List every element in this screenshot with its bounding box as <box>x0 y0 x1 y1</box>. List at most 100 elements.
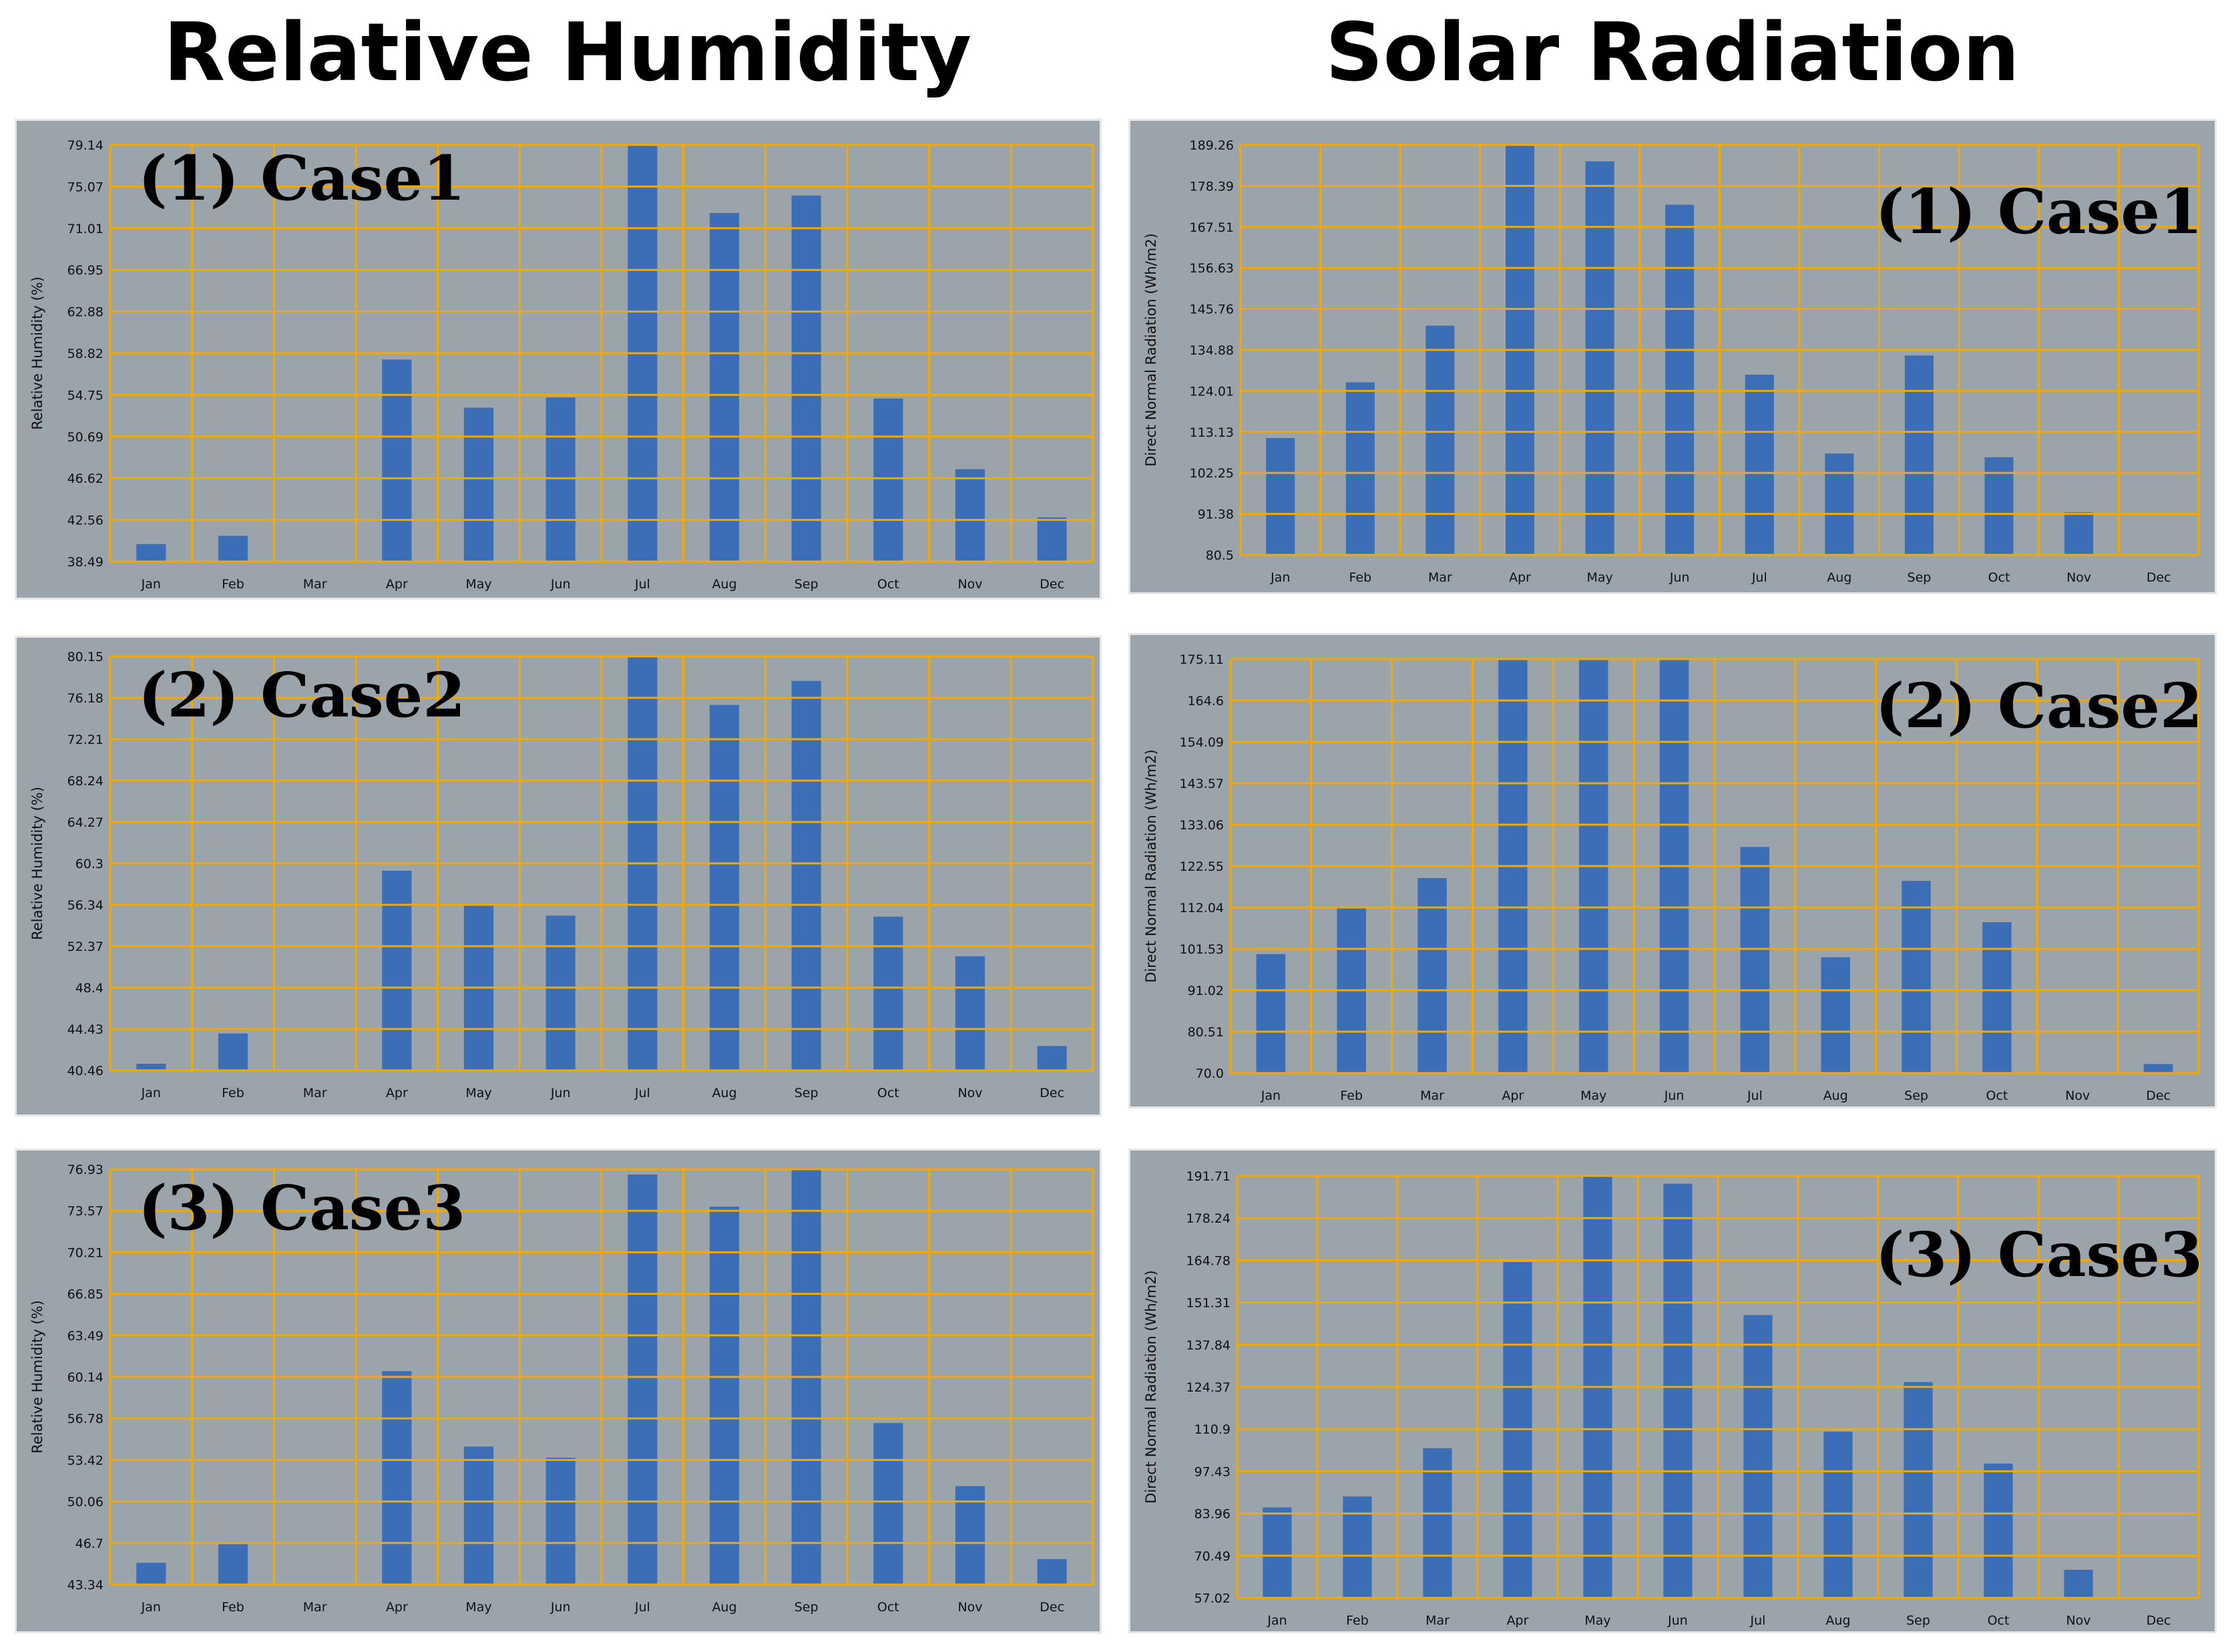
y-tick-label: 145.76 <box>1190 302 1234 317</box>
bar-oct <box>1982 922 2012 1073</box>
x-tick-label: Jan <box>141 1600 161 1615</box>
x-tick-label: Oct <box>877 1086 899 1100</box>
y-tick-label: 46.7 <box>75 1536 103 1551</box>
y-tick-label: 133.06 <box>1180 818 1224 833</box>
x-tick-label: Jul <box>634 1600 650 1615</box>
y-tick-label: 178.39 <box>1190 179 1234 194</box>
x-tick-label: May <box>1580 1088 1606 1103</box>
x-tick-label: Dec <box>1040 1086 1064 1100</box>
y-tick-label: 175.11 <box>1180 652 1224 667</box>
x-tick-label: Mar <box>303 1086 327 1100</box>
bar-aug <box>709 1207 740 1585</box>
y-tick-label: 178.24 <box>1186 1211 1231 1226</box>
x-tick-label: Aug <box>1823 1088 1848 1103</box>
sr-case1-plot: 80.5 91.38 102.25 113.13 124.01 134.88 145.76 1… <box>1143 138 2200 585</box>
bar-may <box>463 1446 494 1585</box>
x-tick-label: Nov <box>957 577 982 592</box>
x-tick-label: Nov <box>957 1086 982 1100</box>
y-axis-label: Direct Normal Radiation (Wh/m2) <box>1143 233 1159 467</box>
y-tick-label: 76.18 <box>67 691 103 706</box>
y-tick-label: 64.27 <box>67 815 103 830</box>
x-tick-label: Dec <box>2147 1613 2171 1628</box>
y-tick-label: 56.34 <box>67 898 103 913</box>
bar-jun <box>545 915 576 1070</box>
y-tick-label: 151.31 <box>1186 1296 1231 1311</box>
x-tick-label: Dec <box>2147 570 2171 585</box>
x-tick-label: May <box>1586 570 1612 585</box>
bar-feb <box>218 1544 248 1585</box>
y-tick-label: 54.75 <box>67 388 103 403</box>
x-tick-label: Nov <box>957 1600 982 1615</box>
rh-case2-plot: 40.46 44.43 48.4 52.37 56.34 60.3 64.27 68.24 72… <box>29 650 1094 1100</box>
y-axis-label: Relative Humidity (%) <box>29 787 45 940</box>
x-tick-label: Oct <box>1986 1088 2008 1103</box>
bar-jun <box>1663 1183 1693 1598</box>
y-tick-label: 50.69 <box>67 430 103 445</box>
bar-sep <box>791 680 821 1070</box>
x-tick-label: Jan <box>141 577 161 592</box>
y-tick-label: 43.34 <box>67 1578 103 1593</box>
sr-case1-label: (1) Case1 <box>1875 176 2203 248</box>
y-tick-label: 80.51 <box>1188 1025 1224 1040</box>
y-tick-label: 113.13 <box>1190 425 1234 440</box>
bar-sep <box>791 195 821 562</box>
x-tick-label: Sep <box>1906 1613 1930 1628</box>
bar-sep <box>1902 881 1931 1073</box>
y-tick-label: 57.02 <box>1194 1591 1231 1606</box>
x-tick-label: Jun <box>1669 570 1690 585</box>
y-tick-label: 134.88 <box>1190 343 1234 358</box>
y-tick-label: 38.49 <box>67 555 103 570</box>
x-tick-label: Feb <box>222 1600 244 1615</box>
rh-case3-chart: 43.34 46.7 50.06 53.42 56.78 60.14 63.49 66.85 7… <box>15 1149 1102 1633</box>
bar-oct <box>873 916 903 1070</box>
y-tick-label: 164.6 <box>1188 694 1224 708</box>
x-tick-label: Sep <box>795 1086 819 1100</box>
x-tick-label: Jun <box>1667 1613 1688 1628</box>
sr-case3-label: (3) Case3 <box>1875 1219 2203 1291</box>
y-tick-label: 46.62 <box>67 471 103 486</box>
x-tick-label: May <box>1584 1613 1610 1628</box>
bar-dec <box>2143 1064 2173 1073</box>
y-tick-label: 68.24 <box>67 774 103 789</box>
bar-nov <box>955 956 985 1070</box>
x-tick-label: Feb <box>1340 1088 1363 1103</box>
x-tick-label: Sep <box>795 577 819 592</box>
bar-apr <box>382 1371 412 1585</box>
y-tick-label: 79.14 <box>67 138 103 153</box>
bar-jul <box>1745 375 1774 555</box>
x-tick-label: Oct <box>877 577 899 592</box>
y-tick-label: 137.84 <box>1186 1338 1231 1353</box>
y-tick-label: 60.3 <box>75 857 103 871</box>
sr-case2-label: (2) Case2 <box>1875 670 2203 742</box>
rh-case1-plot: 38.49 42.56 46.62 50.69 54.75 58.82 62.88 66.95… <box>29 138 1094 592</box>
y-tick-label: 44.43 <box>67 1022 103 1037</box>
x-tick-label: Apr <box>1507 1613 1529 1628</box>
y-tick-label: 71.01 <box>67 222 103 236</box>
y-tick-label: 62.88 <box>67 305 103 320</box>
bar-jan <box>1256 954 1286 1073</box>
bar-oct <box>873 1423 903 1585</box>
bar-nov <box>955 469 985 562</box>
x-tick-label: Jul <box>1750 1613 1766 1628</box>
x-tick-label: Dec <box>1040 1600 1064 1615</box>
y-tick-label: 91.38 <box>1198 507 1234 522</box>
bar-jan <box>1266 437 1295 555</box>
bar-apr <box>382 359 412 562</box>
y-tick-label: 101.53 <box>1180 942 1224 957</box>
y-tick-label: 112.04 <box>1180 901 1224 915</box>
bar-aug <box>709 704 740 1070</box>
x-tick-label: Feb <box>1346 1613 1369 1628</box>
y-tick-label: 58.82 <box>67 347 103 361</box>
x-tick-label: Feb <box>1349 570 1372 585</box>
rh-case3-plot: 43.34 46.7 50.06 53.42 56.78 60.14 63.49 66.85 7… <box>29 1163 1094 1615</box>
x-tick-label: Apr <box>1509 570 1531 585</box>
x-tick-label: Jun <box>1664 1088 1685 1103</box>
solar-radiation-title: Solar Radiation <box>1325 7 2020 99</box>
bar-sep <box>1904 1382 1933 1598</box>
y-tick-label: 97.43 <box>1194 1464 1231 1479</box>
bar-aug <box>1821 957 1850 1073</box>
x-tick-label: Mar <box>1428 570 1452 585</box>
bar-nov <box>955 1486 985 1585</box>
y-tick-label: 167.51 <box>1190 220 1234 235</box>
bar-mar <box>1417 878 1447 1073</box>
